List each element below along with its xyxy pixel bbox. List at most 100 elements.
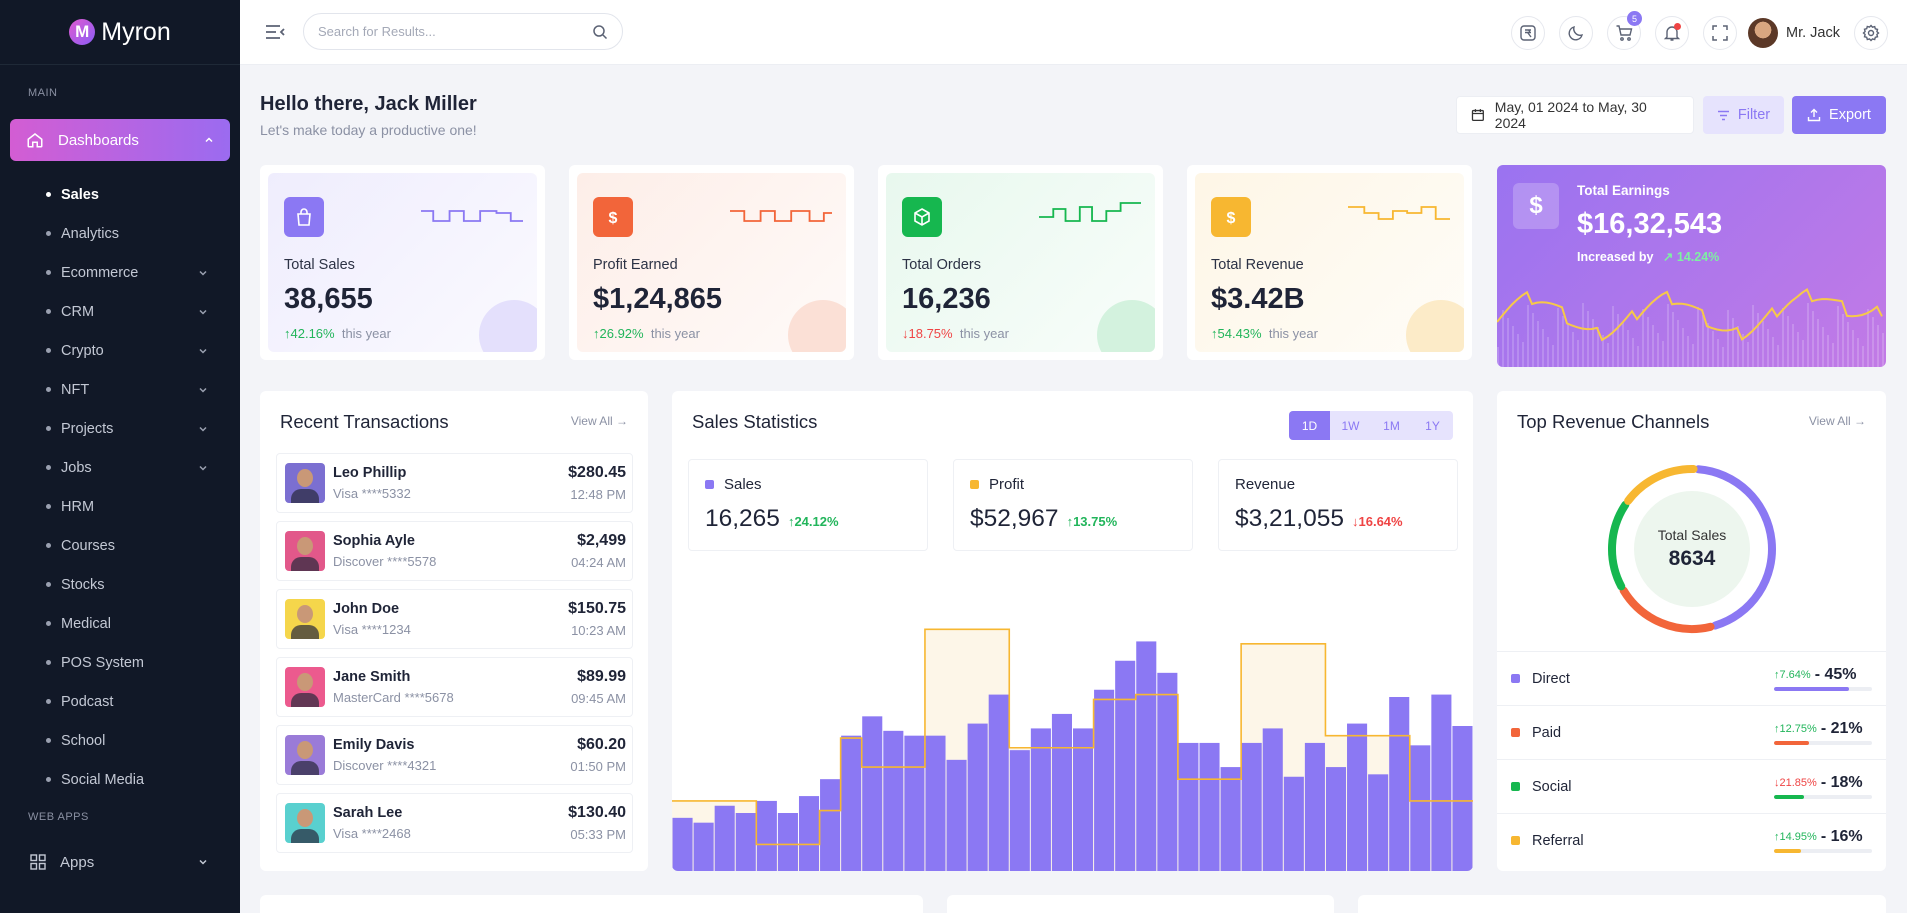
menu-toggle-icon[interactable] bbox=[264, 22, 286, 42]
svg-text:$: $ bbox=[1227, 210, 1236, 227]
sales-bar bbox=[1347, 723, 1368, 871]
earnings-bar bbox=[1702, 315, 1704, 367]
sidebar-item-analytics[interactable]: Analytics bbox=[0, 214, 240, 253]
sidebar-item-label: NFT bbox=[61, 381, 90, 398]
search-input[interactable] bbox=[318, 24, 592, 39]
channel-values: ↑14.95% - 16% bbox=[1774, 828, 1872, 853]
earnings-bar bbox=[1762, 321, 1764, 367]
stat-card-total-sales: Total Sales 38,655 ↑42.16% this year bbox=[260, 165, 545, 360]
sidebar-item-stocks[interactable]: Stocks bbox=[0, 565, 240, 604]
earnings-bar bbox=[1772, 337, 1774, 367]
sales-bar bbox=[904, 735, 925, 871]
metric-value: $3,21,055 bbox=[1235, 505, 1344, 532]
sales-bar bbox=[693, 822, 714, 871]
tab-1y[interactable]: 1Y bbox=[1425, 418, 1440, 433]
earnings-bar bbox=[1862, 346, 1864, 367]
transaction-row[interactable]: John Doe Visa ****1234 $150.75 10:23 AM bbox=[276, 589, 633, 649]
user-menu[interactable]: Mr. Jack bbox=[1748, 16, 1840, 50]
earnings-sparkline bbox=[1497, 288, 1884, 367]
tab-1w[interactable]: 1W bbox=[1341, 418, 1360, 433]
sparkline bbox=[1348, 206, 1450, 220]
transaction-name: Leo Phillip bbox=[333, 465, 407, 481]
donut-total-value: 8634 bbox=[1668, 547, 1716, 570]
cart-icon bbox=[1616, 25, 1633, 41]
sales-bar bbox=[841, 735, 862, 871]
trend-up-icon: ↑ bbox=[1211, 326, 1218, 341]
transaction-name: Sophia Ayle bbox=[333, 533, 415, 549]
channel-row-social: Social ↓21.85% - 18% bbox=[1497, 759, 1886, 813]
earnings-bar bbox=[1602, 335, 1604, 367]
currency-button[interactable] bbox=[1511, 16, 1545, 50]
earnings-bar bbox=[1837, 306, 1839, 367]
earnings-bar bbox=[1632, 338, 1634, 367]
channel-change: ↓21.85% bbox=[1774, 777, 1817, 789]
earnings-bar bbox=[1607, 343, 1609, 367]
sidebar-item-courses[interactable]: Courses bbox=[0, 526, 240, 565]
sidebar-item-crypto[interactable]: Crypto bbox=[0, 331, 240, 370]
earnings-bar bbox=[1787, 316, 1789, 367]
transaction-card: Visa ****5332 bbox=[333, 486, 411, 501]
sidebar-item-medical[interactable]: Medical bbox=[0, 604, 240, 643]
sidebar-item-school[interactable]: School bbox=[0, 721, 240, 760]
settings-button[interactable] bbox=[1854, 16, 1888, 50]
transaction-row[interactable]: Leo Phillip Visa ****5332 $280.45 12:48 PM bbox=[276, 453, 633, 513]
metric-change-value: 13.75% bbox=[1073, 514, 1118, 529]
earnings-bar bbox=[1807, 303, 1809, 367]
earnings-bar bbox=[1552, 345, 1554, 367]
transaction-info: Emily Davis Discover ****4321 bbox=[333, 737, 570, 773]
bullet-icon bbox=[46, 348, 51, 353]
transaction-row[interactable]: Jane Smith MasterCard ****5678 $89.99 09:45… bbox=[276, 657, 633, 717]
date-range-picker[interactable]: May, 01 2024 to May, 30 2024 bbox=[1456, 96, 1694, 134]
transaction-row[interactable]: Sophia Ayle Discover ****5578 $2,499 04:24 … bbox=[276, 521, 633, 581]
sidebar-item-pos-system[interactable]: POS System bbox=[0, 643, 240, 682]
transaction-card: Visa ****1234 bbox=[333, 622, 411, 637]
fullscreen-button[interactable] bbox=[1703, 16, 1737, 50]
sidebar-item-apps[interactable]: Apps bbox=[0, 839, 240, 885]
sidebar-item-jobs[interactable]: Jobs bbox=[0, 448, 240, 487]
view-all-link[interactable]: View All → bbox=[1809, 414, 1866, 428]
notifications-button[interactable] bbox=[1655, 16, 1689, 50]
transaction-row[interactable]: Sarah Lee Visa ****2468 $130.40 05:33 PM bbox=[276, 793, 633, 853]
bullet-icon bbox=[46, 309, 51, 314]
earnings-bar bbox=[1672, 312, 1674, 367]
earnings-bar bbox=[1547, 337, 1549, 367]
trend-down-icon: ↓ bbox=[902, 326, 909, 341]
legend-swatch bbox=[705, 480, 714, 489]
brand[interactable]: M Myron bbox=[0, 0, 240, 65]
earnings-bar bbox=[1717, 339, 1719, 367]
transaction-row[interactable]: Emily Davis Discover ****4321 $60.20 01:50 … bbox=[276, 725, 633, 785]
earnings-bar bbox=[1697, 307, 1699, 367]
bullet-icon bbox=[46, 192, 51, 197]
sidebar-item-ecommerce[interactable]: Ecommerce bbox=[0, 253, 240, 292]
topbar: 5 Mr. Jack bbox=[240, 0, 1907, 65]
sidebar-item-podcast[interactable]: Podcast bbox=[0, 682, 240, 721]
bullet-icon bbox=[46, 387, 51, 392]
theme-toggle-button[interactable] bbox=[1559, 16, 1593, 50]
sidebar-item-crm[interactable]: CRM bbox=[0, 292, 240, 331]
view-all-link[interactable]: View All → bbox=[571, 414, 628, 428]
user-name: Mr. Jack bbox=[1786, 25, 1840, 41]
export-button[interactable]: Export bbox=[1792, 96, 1886, 134]
sidebar-item-hrm[interactable]: HRM bbox=[0, 487, 240, 526]
metric-change: ↑13.75% bbox=[1067, 514, 1118, 529]
channel-row-paid: Paid ↑12.75% - 21% bbox=[1497, 705, 1886, 759]
search-icon[interactable] bbox=[592, 24, 608, 40]
filter-button[interactable]: Filter bbox=[1703, 96, 1784, 134]
channel-name: Referral bbox=[1532, 832, 1584, 849]
earnings-bar bbox=[1627, 330, 1629, 367]
stat-icon-box bbox=[902, 197, 942, 237]
tab-1m[interactable]: 1M bbox=[1383, 418, 1400, 433]
sidebar-item-sales[interactable]: Sales bbox=[0, 175, 240, 214]
donut-total-label: Total Sales bbox=[1657, 527, 1727, 543]
metric-sales: Sales 16,265 ↑24.12% bbox=[688, 459, 928, 551]
tab-1d[interactable]: 1D bbox=[1289, 411, 1330, 440]
earnings-bar bbox=[1752, 305, 1754, 367]
earnings-bar bbox=[1882, 333, 1884, 367]
sidebar-item-nft[interactable]: NFT bbox=[0, 370, 240, 409]
earnings-bar bbox=[1867, 309, 1869, 367]
sidebar-item-projects[interactable]: Projects bbox=[0, 409, 240, 448]
sales-bar bbox=[777, 813, 798, 871]
cart-button[interactable]: 5 bbox=[1607, 11, 1642, 50]
sidebar-item-dashboards[interactable]: Dashboards bbox=[10, 119, 230, 161]
sidebar-item-social-media[interactable]: Social Media bbox=[0, 760, 240, 799]
